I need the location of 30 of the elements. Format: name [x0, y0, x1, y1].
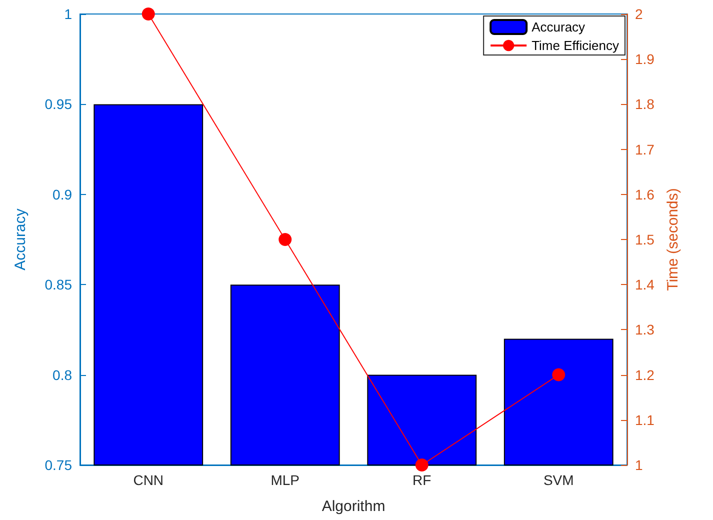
y-tick-label: 0.85	[44, 276, 72, 293]
y2-tick-label: 1.2	[635, 366, 655, 383]
point	[552, 368, 566, 382]
y-tick-label: 0.8	[52, 366, 72, 383]
point	[415, 458, 428, 472]
y2-tick-label: 1.8	[635, 96, 655, 112]
x-tick-label: RF	[412, 472, 432, 488]
point	[142, 8, 155, 20]
x-tick-label: SVM	[543, 472, 574, 488]
point	[278, 233, 292, 246]
y2-axis-title: Time (seconds)	[664, 188, 682, 291]
y2-tick-label: 1.6	[635, 186, 655, 202]
y2-tick-label: 1.3	[635, 322, 655, 338]
x-tick-label: MLP	[270, 472, 300, 488]
y-tick-label: 1	[64, 6, 72, 22]
legend-label: Accuracy	[532, 20, 586, 34]
x-tick-label: CNN	[133, 472, 164, 488]
y2-tick-label: 1	[635, 457, 643, 473]
x-axis-title: Algorithm	[322, 498, 386, 515]
y2-tick-label: 1.9	[635, 51, 655, 68]
y-tick-label: 0.9	[52, 186, 72, 202]
y2-tick-label: 1.5	[635, 232, 655, 248]
y-tick-label: 0.75	[44, 457, 72, 473]
y2-tick-label: 1.7	[635, 141, 655, 158]
y2-tick-label: 1.1	[635, 412, 655, 428]
y2-tick-label: 2	[635, 6, 643, 22]
legend-label: Time Efficiency	[532, 38, 620, 53]
y-axis-title: Accuracy	[12, 208, 29, 270]
y-tick-label: 0.95	[44, 96, 72, 112]
y2-tick-label: 1.4	[635, 276, 655, 293]
